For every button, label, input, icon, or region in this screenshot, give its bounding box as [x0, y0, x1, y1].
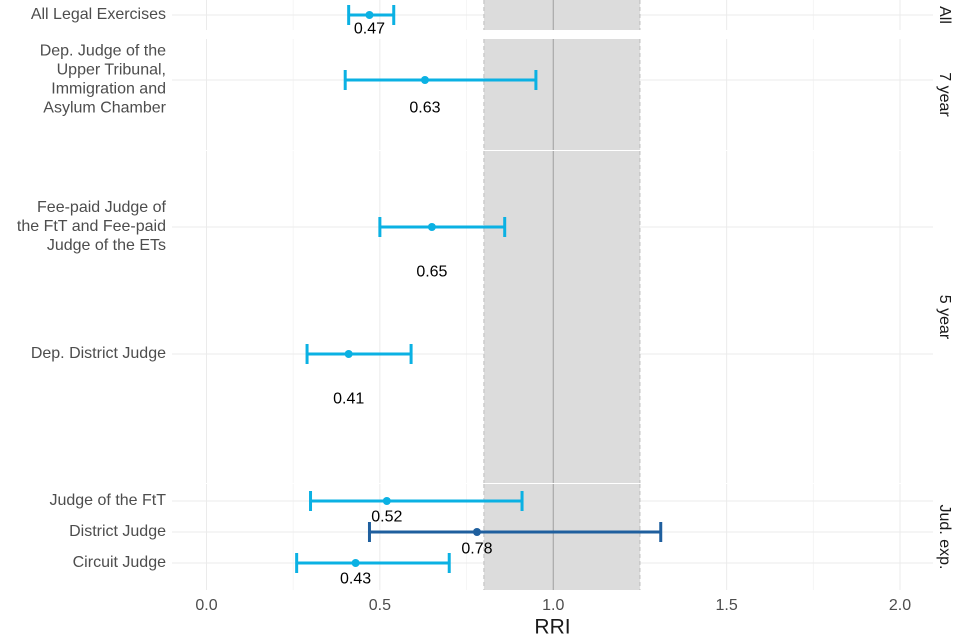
estimate-point	[382, 497, 391, 505]
x-tick-label: 0.0	[195, 597, 217, 614]
y-tick-label-line: Dep. Judge of the	[40, 43, 166, 60]
reference-band-group	[483, 0, 641, 590]
panel-strip-label: 7 year	[936, 72, 953, 117]
y-tick-label-line: Judge of the FtT	[49, 492, 166, 509]
x-tick-label: 1.0	[542, 597, 564, 614]
value-label: 0.41	[333, 390, 364, 407]
x-axis-title: RRI	[534, 616, 570, 639]
y-tick-label-line: Upper Tribunal,	[57, 62, 166, 79]
value-label: 0.43	[340, 570, 371, 587]
x-tick-label: 0.5	[369, 597, 391, 614]
y-tick-label: District Judge	[69, 523, 166, 540]
y-tick-label-line: All Legal Exercises	[31, 6, 166, 23]
reference-band	[483, 151, 640, 483]
estimate-point	[420, 76, 429, 84]
estimate-marks	[295, 5, 663, 573]
y-tick-label: Circuit Judge	[73, 554, 166, 571]
y-tick-label-line: Judge of the ETs	[47, 237, 166, 254]
y-tick-label-line: Dep. District Judge	[31, 345, 166, 362]
estimate-point	[365, 11, 374, 19]
reference-band	[483, 39, 640, 150]
reference-band	[483, 0, 640, 30]
x-tick-label: 2.0	[889, 597, 911, 614]
y-tick-label: All Legal Exercises	[31, 6, 166, 23]
value-label: 0.78	[461, 540, 492, 557]
estimate-point	[351, 559, 360, 567]
value-label: 0.65	[416, 263, 447, 280]
y-tick-label-line: Fee-paid Judge of	[37, 199, 167, 216]
y-tick-label: Dep. Judge of the Upper Tribunal, Immigrat…	[40, 43, 167, 117]
y-tick-label: Dep. District Judge	[31, 345, 166, 362]
panel-strip-label: All	[936, 6, 953, 24]
estimate-point	[427, 223, 436, 231]
estimate-point	[472, 528, 481, 536]
value-label: 0.52	[371, 508, 402, 525]
panel-strip-label: Jud. exp.	[936, 505, 953, 570]
value-label: 0.47	[354, 20, 385, 37]
y-tick-label-line: Immigration and	[51, 81, 166, 98]
value-label: 0.63	[409, 99, 440, 116]
panel-strip-label: 5 year	[936, 295, 953, 340]
y-tick-label-line: the FtT and Fee-paid	[17, 218, 166, 235]
x-tick-label: 1.5	[716, 597, 738, 614]
y-tick-label-line: Asylum Chamber	[43, 100, 166, 117]
y-tick-label-line: District Judge	[69, 523, 166, 540]
estimate-point	[344, 350, 353, 358]
y-tick-label-line: Circuit Judge	[73, 554, 166, 571]
text-labels: All 0.47 All Legal Exercises 7 year 0.63 Dep.…	[17, 6, 953, 638]
y-tick-label: Fee-paid Judge of the FtT and Fee-paid Jud…	[17, 199, 167, 254]
y-tick-label: Judge of the FtT	[49, 492, 166, 509]
